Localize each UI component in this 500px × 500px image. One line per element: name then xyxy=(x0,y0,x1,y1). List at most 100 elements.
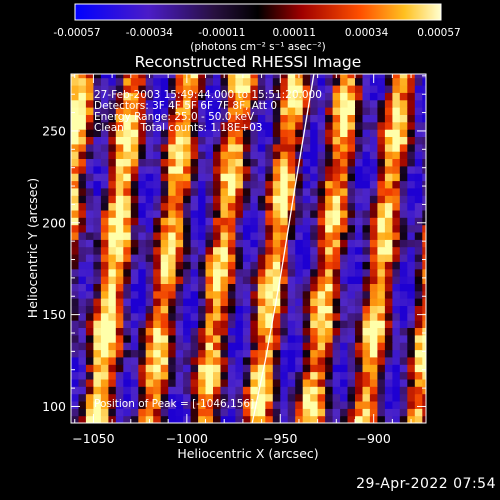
heatmap-cell xyxy=(227,290,236,299)
heatmap-cell xyxy=(175,393,184,402)
heatmap-cell xyxy=(130,320,139,328)
heatmap-cell xyxy=(422,290,426,299)
heatmap-cell xyxy=(257,158,266,167)
heatmap-cell xyxy=(183,114,192,123)
heatmap-cell xyxy=(153,312,162,321)
heatmap-cell xyxy=(302,187,311,196)
heatmap-cell xyxy=(295,401,304,409)
heatmap-cell xyxy=(168,386,177,395)
heatmap-cell xyxy=(100,327,109,336)
heatmap-cell xyxy=(362,401,371,409)
heatmap-cell xyxy=(362,283,371,292)
heatmap-cell xyxy=(317,268,326,277)
heatmap-cell xyxy=(414,349,423,358)
heatmap-cell xyxy=(123,290,132,299)
heatmap-cell xyxy=(220,364,229,373)
heatmap-cell xyxy=(250,246,259,255)
heatmap-cell xyxy=(272,320,281,328)
heatmap-cell xyxy=(183,334,192,343)
heatmap-cell xyxy=(310,74,319,79)
heatmap-cell xyxy=(175,85,184,93)
heatmap-cell xyxy=(205,254,214,262)
heatmap-cell xyxy=(369,85,378,93)
heatmap-cell xyxy=(384,401,393,409)
heatmap-cell xyxy=(85,290,94,299)
heatmap-cell xyxy=(227,180,236,189)
heatmap-cell xyxy=(399,136,408,145)
heatmap-cell xyxy=(325,298,334,306)
heatmap-cell xyxy=(414,393,423,402)
heatmap-cell xyxy=(414,261,423,270)
heatmap-cell xyxy=(138,305,147,314)
heatmap-cell xyxy=(369,165,378,174)
heatmap-cell xyxy=(250,364,259,373)
heatmap-cell xyxy=(227,386,236,395)
heatmap-cell xyxy=(384,342,393,351)
heatmap-cell xyxy=(123,129,132,137)
heatmap-cell xyxy=(213,143,222,152)
heatmap-cell xyxy=(190,92,199,101)
heatmap-cell xyxy=(168,151,177,159)
heatmap-cell xyxy=(422,305,426,314)
heatmap-cell xyxy=(325,327,334,336)
heatmap-cell xyxy=(362,143,371,152)
heatmap-cell xyxy=(310,320,319,328)
heatmap-cell xyxy=(407,334,416,343)
heatmap-cell xyxy=(220,217,229,226)
heatmap-cell xyxy=(369,232,378,240)
heatmap-cell xyxy=(213,298,222,306)
heatmap-cell xyxy=(123,180,132,189)
heatmap-cell xyxy=(265,77,274,86)
heatmap-cell xyxy=(250,393,259,402)
heatmap-cell xyxy=(138,349,147,358)
heatmap-cell xyxy=(130,114,139,123)
heatmap-cell xyxy=(235,393,244,402)
heatmap-cell xyxy=(183,195,192,204)
heatmap-cell xyxy=(100,85,109,93)
heatmap-cell xyxy=(302,327,311,336)
heatmap-cell xyxy=(175,320,184,328)
heatmap-cell xyxy=(340,217,349,226)
heatmap-cell xyxy=(280,283,289,292)
heatmap-cell xyxy=(145,305,154,314)
heatmap-cell xyxy=(295,217,304,226)
heatmap-cell xyxy=(384,268,393,277)
heatmap-cell xyxy=(280,99,289,108)
heatmap-cell xyxy=(123,74,132,79)
heatmap-cell xyxy=(355,107,364,115)
heatmap-cell xyxy=(392,261,401,270)
heatmap-cell xyxy=(414,342,423,351)
heatmap-cell xyxy=(168,364,177,373)
heatmap-cell xyxy=(160,342,169,351)
heatmap-cell xyxy=(362,77,371,86)
heatmap-cell xyxy=(220,378,229,387)
heatmap-cell xyxy=(175,114,184,123)
heatmap-cell xyxy=(392,401,401,409)
heatmap-cell xyxy=(213,246,222,255)
heatmap-cell xyxy=(213,378,222,387)
heatmap-cell xyxy=(138,276,147,284)
heatmap-cell xyxy=(183,180,192,189)
heatmap-cell xyxy=(115,334,124,343)
heatmap-cell xyxy=(78,151,87,159)
heatmap-cell xyxy=(257,327,266,336)
heatmap-cell xyxy=(93,261,102,270)
heatmap-cell xyxy=(302,349,311,358)
heatmap-cell xyxy=(160,261,169,270)
y-tick-label: 200 xyxy=(42,215,66,230)
heatmap-cell xyxy=(153,386,162,395)
heatmap-cell xyxy=(384,305,393,314)
heatmap-cell xyxy=(287,349,296,358)
heatmap-cell xyxy=(183,143,192,152)
heatmap-cell xyxy=(250,158,259,167)
plot-frame xyxy=(70,73,427,424)
footer-date: 29-Apr-2022 07:54 xyxy=(356,476,496,492)
heatmap-cell xyxy=(332,298,341,306)
heatmap-cell xyxy=(302,298,311,306)
heatmap-cell xyxy=(138,320,147,328)
heatmap-cell xyxy=(377,356,386,365)
heatmap-cell xyxy=(355,415,364,423)
heatmap-cell xyxy=(115,202,124,211)
heatmap-cell xyxy=(392,121,401,130)
heatmap-cell xyxy=(340,364,349,373)
